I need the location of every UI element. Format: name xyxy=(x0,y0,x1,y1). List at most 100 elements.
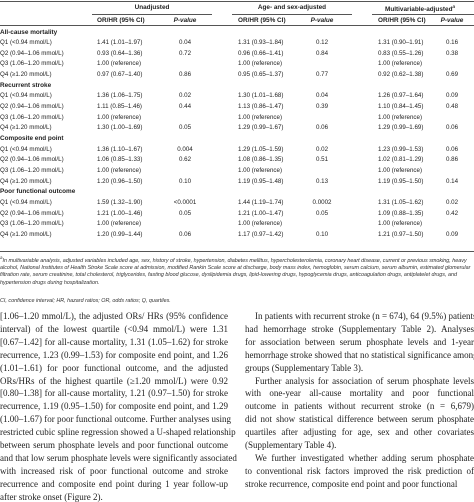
text-line: recurrence, 1.23 (0.99–1.53) for composi… xyxy=(0,349,228,360)
cell: 1.20 (0.96–1.50) xyxy=(97,177,143,185)
text-line: did not show statistical difference betw… xyxy=(245,414,474,425)
text-line: ORs/HRs of the highest quartile (≥1.20 m… xyxy=(0,375,228,386)
cell: 1.00 (reference) xyxy=(97,166,142,174)
cell: 1.19 (0.95–1.48) xyxy=(238,177,284,185)
cell: 1.29 (1.05–1.59) xyxy=(238,145,284,153)
text-line: between serum phosphate levels and poor … xyxy=(0,440,228,450)
cell: 1.00 (reference) xyxy=(238,166,283,174)
cell: 1.31 (1.05–1.62) xyxy=(378,198,424,206)
cell: 1.30 (1.00–1.69) xyxy=(97,124,143,132)
row-label: Q2 (0.94–1.06 mmol/L) xyxy=(0,49,64,57)
text-line: had hemorrhage stroke (Supplementary Tab… xyxy=(245,323,474,334)
cell: 1.00 (reference) xyxy=(378,220,423,228)
cell: 0.72 xyxy=(178,49,192,57)
text-line: recurrence and composite end point durin… xyxy=(0,478,228,489)
cell: 1.44 (1.19–1.74) xyxy=(238,198,284,206)
cell: 1.21 (0.97–1.50) xyxy=(378,230,424,238)
cell: 1.06 (0.85–1.33) xyxy=(97,156,143,164)
cell: 1.00 (reference) xyxy=(238,60,283,68)
cell: 1.19 (0.95–1.50) xyxy=(378,177,424,185)
cell: 1.41 (1.01–1.97) xyxy=(97,39,143,47)
cell: 1.00 (reference) xyxy=(238,220,283,228)
text-line: [0.67–1.42] for all-cause mortality, 1.3… xyxy=(0,336,228,347)
cell: 0.02 xyxy=(315,145,329,153)
cell: 1.31 (0.90–1.91) xyxy=(378,39,424,47)
cell: 0.84 xyxy=(315,49,329,57)
text-line: hemorrhage stroke showed that no statist… xyxy=(245,349,474,360)
footnote: CI, confidence interval; HR, hazard rati… xyxy=(0,298,472,305)
cell: 0.69 xyxy=(445,71,459,79)
row-label: Q2 (0.94–1.06 mmol/L) xyxy=(0,103,64,111)
cell: 1.21 (1.00–1.47) xyxy=(238,209,284,217)
cell: 1.09 (0.88–1.35) xyxy=(378,209,424,217)
cell: 1.08 (0.86–1.35) xyxy=(238,156,284,164)
cell: 0.06 xyxy=(445,145,459,153)
cell: 1.00 (reference) xyxy=(97,220,142,228)
cell: 0.42 xyxy=(445,209,459,217)
text-line: [0.80–1.38] for all-cause mortality, 1.2… xyxy=(0,388,228,399)
row-label: Q1 (<0.94 mmol/L) xyxy=(0,145,52,153)
row-label: Q3 (1.06–1.20 mmol/L) xyxy=(0,60,64,68)
text-line: (Supplementary Table 4). xyxy=(245,440,337,450)
cell: 0.93 (0.64–1.36) xyxy=(97,49,143,57)
cell: 0.10 xyxy=(178,177,192,185)
cell: 1.20 (0.99–1.44) xyxy=(97,230,143,238)
cell: 1.21 (1.00–1.46) xyxy=(97,209,143,217)
cell: 0.38 xyxy=(445,49,459,57)
section-title: Recurrent stroke xyxy=(0,81,52,89)
cell: 0.83 (0.55–1.26) xyxy=(378,49,424,57)
rule xyxy=(0,1,474,2)
cell: 1.02 (0.81–1.29) xyxy=(378,156,424,164)
row-label: Q2 (0.94–1.06 mmol/L) xyxy=(0,209,64,217)
section-title: Poor functional outcome xyxy=(0,188,76,196)
cell: 0.10 xyxy=(315,230,329,238)
cell: 0.04 xyxy=(178,39,192,47)
cell: 0.13 xyxy=(315,177,329,185)
text-line: and that low serum phosphate levels were… xyxy=(0,452,237,463)
cell: 1.36 (1.06–1.75) xyxy=(97,92,143,100)
text-line: recurrence, 1.19 (0.95–1.50) for composi… xyxy=(0,401,228,412)
text-line: quartiles after adjusting for age, sex a… xyxy=(245,427,474,438)
column-header: OR/HR (95% CI) xyxy=(97,16,145,24)
rule xyxy=(372,14,474,15)
text-line: (1.00–1.67) for poor functional outcome.… xyxy=(0,414,231,425)
rule xyxy=(0,251,474,252)
cell: 1.10 (0.84–1.45) xyxy=(378,103,424,111)
cell: <0.0001 xyxy=(173,198,197,206)
group-header: Age- and sex-adjusted xyxy=(257,4,327,11)
cell: 1.00 (reference) xyxy=(97,113,142,121)
group-header: Multivariable-adjusteda xyxy=(385,4,455,14)
column-header: OR/HR (95% CI) xyxy=(378,16,426,24)
rule xyxy=(92,14,212,15)
cell: 0.004 xyxy=(177,145,193,153)
text-line: outcome in patients without recurrent st… xyxy=(245,401,474,412)
cell: 1.23 (0.99–1.53) xyxy=(378,145,424,153)
text-line: (1.01–1.61) for poor functional outcome,… xyxy=(0,362,228,373)
text-line: for association between serum phosphate … xyxy=(245,336,474,347)
cell: 0.62 xyxy=(178,156,192,164)
footnote-text: CI, confidence interval; HR, hazard rati… xyxy=(0,298,171,304)
cell: 0.04 xyxy=(315,92,329,100)
cell: 0.96 (0.66–1.41) xyxy=(238,49,284,57)
cell: 1.00 (reference) xyxy=(378,166,423,174)
group-header: Unadjusted xyxy=(134,4,170,11)
row-label: Q2 (0.94–1.06 mmol/L) xyxy=(0,156,64,164)
cell: 0.44 xyxy=(178,103,192,111)
text-line: with increased risk of poor functional o… xyxy=(0,465,228,476)
text-line: [1.06–1.20 mmol/L), the adjusted ORs/ HR… xyxy=(0,311,228,321)
cell: 0.48 xyxy=(445,103,459,111)
column-header: P-value xyxy=(173,16,197,24)
cell: 0.39 xyxy=(315,103,329,111)
cell: 0.14 xyxy=(445,177,459,185)
cell: 0.51 xyxy=(315,156,329,164)
cell: 1.00 (reference) xyxy=(97,60,142,68)
row-label: Q4 (≥1.20 mmol/L) xyxy=(0,177,52,185)
cell: 0.06 xyxy=(445,124,459,132)
cell: 1.00 (reference) xyxy=(378,60,423,68)
row-label: Q4 (≥1.20 mmol/L) xyxy=(0,124,52,132)
row-label: Q1 (<0.94 mmol/L) xyxy=(0,198,52,206)
text-line: to conventional risk factors improved th… xyxy=(245,465,474,476)
text-line: with one-year all-cause mortality and po… xyxy=(245,388,474,399)
cell: 1.36 (1.10–1.67) xyxy=(97,145,143,153)
